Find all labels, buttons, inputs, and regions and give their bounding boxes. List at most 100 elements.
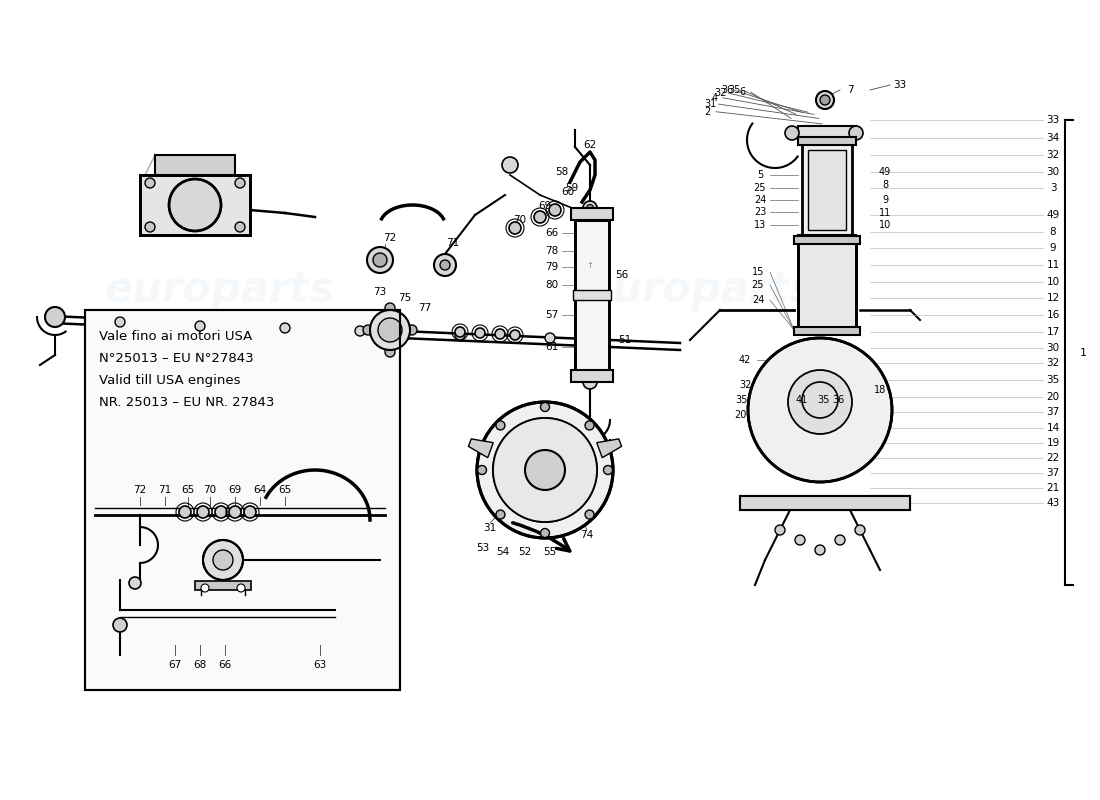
Circle shape <box>280 323 290 333</box>
Text: 67: 67 <box>168 660 182 670</box>
Text: 65: 65 <box>182 485 195 495</box>
Circle shape <box>835 535 845 545</box>
Text: 72: 72 <box>384 233 397 243</box>
Circle shape <box>373 253 387 267</box>
Bar <box>575 220 609 370</box>
Text: 51: 51 <box>618 335 631 345</box>
Text: ↑: ↑ <box>586 261 594 270</box>
Text: 31: 31 <box>483 523 496 533</box>
Text: 1: 1 <box>1080 347 1087 358</box>
Text: 21: 21 <box>1046 483 1059 493</box>
Text: 9: 9 <box>882 195 888 205</box>
Text: 37: 37 <box>1046 468 1059 478</box>
Text: 32: 32 <box>739 380 751 390</box>
Bar <box>571 208 613 220</box>
Text: 49: 49 <box>1046 210 1059 220</box>
Circle shape <box>370 310 410 350</box>
Polygon shape <box>597 439 622 458</box>
Bar <box>571 370 613 382</box>
Text: 9: 9 <box>1049 243 1056 253</box>
Text: 32: 32 <box>1046 150 1059 160</box>
Circle shape <box>534 211 546 223</box>
Text: 11: 11 <box>1046 260 1059 270</box>
Circle shape <box>477 466 486 474</box>
Text: 53: 53 <box>476 543 490 553</box>
Bar <box>575 220 609 370</box>
Text: 22: 22 <box>1046 453 1059 463</box>
Circle shape <box>440 260 450 270</box>
Circle shape <box>475 328 485 338</box>
Text: 72: 72 <box>133 485 146 495</box>
Bar <box>140 175 250 235</box>
Bar <box>798 235 856 243</box>
Text: 6: 6 <box>740 87 746 97</box>
Text: 19: 19 <box>1046 438 1059 448</box>
Circle shape <box>549 204 561 216</box>
Text: 61: 61 <box>546 342 559 352</box>
Circle shape <box>235 222 245 232</box>
Text: 41: 41 <box>796 395 808 405</box>
Circle shape <box>385 347 395 357</box>
Circle shape <box>195 321 205 331</box>
Circle shape <box>113 618 127 632</box>
Circle shape <box>509 222 521 234</box>
Circle shape <box>493 418 597 522</box>
Text: 68: 68 <box>194 660 207 670</box>
Text: 13: 13 <box>754 220 766 230</box>
Text: 77: 77 <box>418 303 431 313</box>
Circle shape <box>363 325 373 335</box>
Circle shape <box>583 375 597 389</box>
Text: 32: 32 <box>714 88 726 98</box>
Circle shape <box>496 421 505 430</box>
Text: 2: 2 <box>705 106 711 117</box>
Text: 24: 24 <box>751 295 764 305</box>
Bar <box>740 496 910 510</box>
Circle shape <box>477 402 613 538</box>
Circle shape <box>455 327 465 337</box>
Text: 37: 37 <box>1046 407 1059 417</box>
Circle shape <box>129 577 141 589</box>
Circle shape <box>540 529 550 538</box>
Text: 70: 70 <box>514 215 527 225</box>
Text: N°25013 – EU N°27843: N°25013 – EU N°27843 <box>99 352 254 365</box>
Text: 35: 35 <box>817 395 829 405</box>
Text: 7: 7 <box>847 85 854 95</box>
Circle shape <box>235 178 245 188</box>
Bar <box>155 155 235 175</box>
Text: 15: 15 <box>751 267 764 277</box>
Text: europarts: europarts <box>104 269 336 311</box>
Circle shape <box>788 370 853 434</box>
Circle shape <box>455 330 465 340</box>
Text: 66: 66 <box>219 660 232 670</box>
Text: 71: 71 <box>158 485 172 495</box>
Circle shape <box>244 506 256 518</box>
Text: NR. 25013 – EU NR. 27843: NR. 25013 – EU NR. 27843 <box>99 396 274 409</box>
Circle shape <box>201 584 209 592</box>
Text: 35: 35 <box>728 85 740 95</box>
Circle shape <box>585 510 594 519</box>
Text: 32: 32 <box>1046 358 1059 368</box>
Circle shape <box>502 157 518 173</box>
Text: 69: 69 <box>229 485 242 495</box>
Text: Valid till USA engines: Valid till USA engines <box>99 374 241 387</box>
Text: 66: 66 <box>546 228 559 238</box>
Text: 49: 49 <box>879 167 891 177</box>
Circle shape <box>816 91 834 109</box>
Circle shape <box>586 205 594 211</box>
Circle shape <box>213 550 233 570</box>
Text: 20: 20 <box>734 410 746 420</box>
Circle shape <box>214 506 227 518</box>
Polygon shape <box>469 439 493 458</box>
Circle shape <box>795 535 805 545</box>
Bar <box>740 496 910 510</box>
Text: 12: 12 <box>1046 293 1059 303</box>
Circle shape <box>378 318 402 342</box>
Bar <box>573 290 610 300</box>
Text: 57: 57 <box>546 310 559 320</box>
Bar <box>195 581 251 590</box>
Circle shape <box>510 330 520 340</box>
Text: 10: 10 <box>879 220 891 230</box>
Text: 36: 36 <box>832 395 844 405</box>
Text: 65: 65 <box>278 485 292 495</box>
Text: 42: 42 <box>739 355 751 365</box>
